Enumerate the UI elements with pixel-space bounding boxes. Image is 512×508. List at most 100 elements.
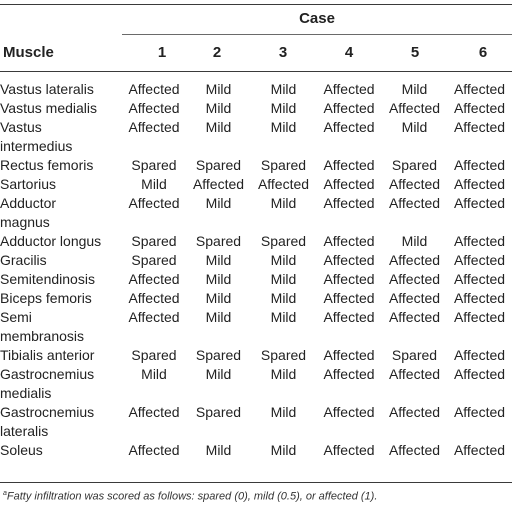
case-5-value: Mild [401,233,428,249]
case-1-value: Affected [128,271,180,287]
muscle-name-line: Gastrocnemius [0,404,95,420]
muscle-name-line: Gracilis [0,252,47,268]
case-6-value: Affected [453,100,506,116]
muscle-name-cell: Vastus lateralis [0,80,122,99]
muscle-name-cell: Adductor magnus [0,194,122,232]
muscle-name-line: Semi [0,309,32,325]
data-table-body: Vastus lateralis Affected Mild Mild Affected… [0,80,512,460]
case-1-value: Affected [128,81,180,97]
case-6-value: Affected [453,309,506,325]
case-2-value: Mild [205,290,232,306]
case-3-value: Spared [260,347,307,363]
case-4-value: Affected [323,366,375,382]
case-group-header: Case [299,10,335,27]
case-1-value: Mild [141,366,167,382]
case-4-value: Affected [323,442,375,458]
case-3-value: Mild [270,366,297,382]
table-row: Gracilis Spared Mild Mild Affected Affected Af… [0,251,512,270]
case-5-value: Affected [388,195,441,211]
case-4-value: Affected [323,404,375,420]
case-4-header: 4 [344,44,354,61]
muscle-name-line: Tibialis anterior [0,347,95,363]
muscle-name-line: Sartorius [0,176,57,192]
muscle-name-line: Vastus medialis [0,100,98,116]
case-2-value: Mild [205,442,232,458]
muscle-name-line: Soleus [0,442,43,458]
case-5-value: Affected [388,252,441,268]
case-6-value: Affected [453,347,506,363]
muscle-name-line: magnus [0,214,50,230]
case-2-value: Mild [205,271,232,287]
case-4-value: Affected [323,176,375,192]
case-6-value: Affected [453,233,506,249]
case-4-value: Affected [323,290,375,306]
case-6-value: Affected [453,366,506,382]
case-1-value: Affected [128,442,180,458]
table-row: Adductor magnus Affected Mild Mild Affected Af… [0,194,512,232]
case-5-header: 5 [410,44,420,61]
case-3-value: Spared [260,233,307,249]
case-4-value: Affected [323,233,375,249]
muscle-name-cell: Biceps femoris [0,289,122,308]
case-1-value: Affected [128,195,180,211]
table-row: Gastrocnemius medialis Mild Mild Mild Affecte… [0,365,512,403]
case-3-value: Mild [270,309,297,325]
case-6-value: Affected [453,195,506,211]
case-2-header: 2 [212,44,222,61]
case-3-value: Mild [270,81,297,97]
muscle-name-line: Gastrocnemius [0,366,95,382]
case-3-value: Mild [270,119,297,135]
case-5-value: Affected [388,271,441,287]
case-6-value: Affected [453,157,506,173]
table-row: Soleus Affected Mild Mild Affected Affected Af… [0,441,512,460]
case-2-value: Mild [205,100,232,116]
case-3-value: Mild [270,252,297,268]
table-row: Tibialis anterior Spared Spared Spared Affec… [0,346,512,365]
muscle-name-cell: Gastrocnemius medialis [0,365,122,403]
case-6-value: Affected [453,271,506,287]
case-1-value: Spared [131,347,177,363]
case-6-value: Affected [453,119,506,135]
case-4-value: Affected [323,100,375,116]
case-3-value: Affected [257,176,310,192]
case-3-value: Mild [270,442,297,458]
case-4-value: Affected [323,157,375,173]
muscle-name-line: Biceps femoris [0,290,92,306]
case-5-value: Affected [388,366,441,382]
muscle-name-cell: Tibialis anterior [0,346,122,365]
case-6-value: Affected [453,290,506,306]
case-3-value: Mild [270,195,297,211]
muscle-name-line: intermedius [0,138,73,154]
case-4-value: Affected [323,252,375,268]
muscle-name-line: Rectus femoris [0,157,94,173]
table-row: Rectus femoris Spared Spared Spared Affected… [0,156,512,175]
muscle-name-line: membranosis [0,328,85,344]
case-3-value: Spared [260,157,307,173]
case-5-value: Affected [388,290,441,306]
case-2-value: Mild [205,366,232,382]
case-2-value: Spared [195,404,242,420]
case-1-value: Spared [131,233,177,249]
muscle-name-cell: Rectus femoris [0,156,122,175]
case-5-value: Mild [401,81,428,97]
table-row: Adductor longus Spared Spared Spared Affecte… [0,232,512,251]
case-group-underline [122,34,512,35]
table-row: Vastus medialis Affected Mild Mild Affected A… [0,99,512,118]
case-3-value: Mild [270,290,297,306]
case-3-header: 3 [278,44,288,61]
muscle-name-cell: Soleus [0,441,122,460]
case-5-value: Mild [401,119,428,135]
muscle-name-line: medialis [0,385,52,401]
case-1-value: Spared [131,252,177,268]
case-5-value: Affected [388,309,441,325]
muscle-name-cell: Semitendinosis [0,270,122,289]
case-1-value: Spared [131,157,177,173]
muscle-name-cell: Gracilis [0,251,122,270]
case-1-value: Affected [128,309,180,325]
muscle-name-line: Vastus [0,119,42,135]
muscle-name-line: Adductor longus [0,233,102,249]
case-2-value: Mild [205,195,232,211]
muscle-name-line: Semitendinosis [0,271,95,287]
table-row: Biceps femoris Affected Mild Mild Affected Af… [0,289,512,308]
table-row: Vastus intermedius Affected Mild Mild Affecte… [0,118,512,156]
